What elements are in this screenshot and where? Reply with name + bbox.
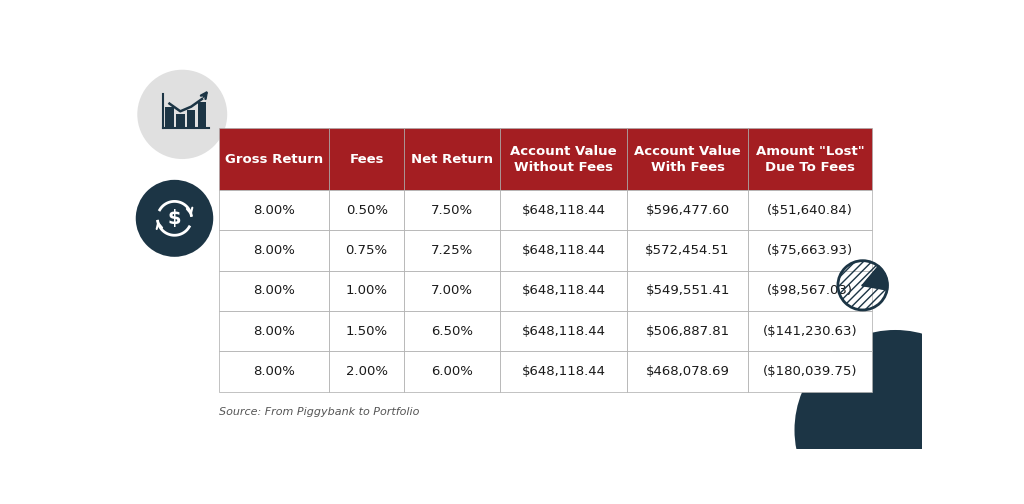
Text: 7.50%: 7.50% bbox=[431, 204, 473, 217]
Bar bbox=[403, 271, 500, 311]
Text: 7.25%: 7.25% bbox=[431, 244, 473, 257]
Bar bbox=[628, 128, 748, 190]
Bar bbox=[628, 190, 748, 230]
Text: 8.00%: 8.00% bbox=[254, 365, 295, 378]
Text: ($98,567.03): ($98,567.03) bbox=[767, 284, 853, 297]
Text: Fees: Fees bbox=[349, 153, 384, 165]
Text: 0.75%: 0.75% bbox=[345, 244, 388, 257]
Bar bbox=[187, 110, 196, 128]
Text: 2.00%: 2.00% bbox=[346, 365, 388, 378]
Bar bbox=[330, 190, 403, 230]
Text: 8.00%: 8.00% bbox=[254, 244, 295, 257]
Bar bbox=[403, 351, 500, 392]
Bar bbox=[748, 311, 872, 351]
Bar bbox=[403, 128, 500, 190]
Text: 6.50%: 6.50% bbox=[431, 325, 473, 338]
Bar bbox=[198, 102, 206, 128]
Bar bbox=[165, 107, 174, 128]
Text: $648,118.44: $648,118.44 bbox=[521, 325, 605, 338]
Text: Net Return: Net Return bbox=[411, 153, 493, 165]
Bar bbox=[219, 271, 330, 311]
Text: 6.00%: 6.00% bbox=[431, 365, 473, 378]
Text: $648,118.44: $648,118.44 bbox=[521, 244, 605, 257]
Bar bbox=[500, 311, 628, 351]
Text: ($141,230.63): ($141,230.63) bbox=[763, 325, 857, 338]
Text: $506,887.81: $506,887.81 bbox=[645, 325, 730, 338]
Bar bbox=[330, 351, 403, 392]
Bar bbox=[219, 351, 330, 392]
Text: Source: From Piggybank to Portfolio: Source: From Piggybank to Portfolio bbox=[219, 407, 420, 417]
Bar bbox=[330, 230, 403, 271]
Bar bbox=[219, 311, 330, 351]
Bar bbox=[500, 351, 628, 392]
Text: Account Value
Without Fees: Account Value Without Fees bbox=[510, 145, 616, 173]
Bar bbox=[403, 190, 500, 230]
Text: 8.00%: 8.00% bbox=[254, 284, 295, 297]
Text: $549,551.41: $549,551.41 bbox=[645, 284, 730, 297]
Text: Gross Return: Gross Return bbox=[225, 153, 324, 165]
Text: $648,118.44: $648,118.44 bbox=[521, 284, 605, 297]
Bar bbox=[176, 114, 184, 128]
Bar bbox=[628, 311, 748, 351]
Bar bbox=[628, 351, 748, 392]
Text: Account Value
With Fees: Account Value With Fees bbox=[634, 145, 741, 173]
Text: 0.50%: 0.50% bbox=[346, 204, 388, 217]
Wedge shape bbox=[862, 267, 888, 290]
Text: 1.50%: 1.50% bbox=[345, 325, 388, 338]
Bar bbox=[748, 271, 872, 311]
Bar bbox=[403, 311, 500, 351]
Text: ($180,039.75): ($180,039.75) bbox=[763, 365, 857, 378]
Bar bbox=[748, 128, 872, 190]
Bar bbox=[628, 271, 748, 311]
Bar bbox=[219, 230, 330, 271]
Bar bbox=[219, 190, 330, 230]
Bar bbox=[748, 351, 872, 392]
Text: $572,454.51: $572,454.51 bbox=[645, 244, 730, 257]
Bar bbox=[403, 230, 500, 271]
Bar bbox=[330, 311, 403, 351]
Bar bbox=[748, 230, 872, 271]
Bar bbox=[628, 230, 748, 271]
Bar bbox=[330, 128, 403, 190]
Circle shape bbox=[137, 70, 227, 159]
Text: $648,118.44: $648,118.44 bbox=[521, 204, 605, 217]
Text: ($51,640.84): ($51,640.84) bbox=[767, 204, 853, 217]
Text: 7.00%: 7.00% bbox=[431, 284, 473, 297]
Text: 1.00%: 1.00% bbox=[346, 284, 388, 297]
Bar bbox=[500, 190, 628, 230]
Circle shape bbox=[795, 330, 996, 504]
Text: $: $ bbox=[168, 209, 181, 228]
Bar bbox=[330, 271, 403, 311]
Text: ($75,663.93): ($75,663.93) bbox=[767, 244, 853, 257]
Bar bbox=[748, 190, 872, 230]
Text: $648,118.44: $648,118.44 bbox=[521, 365, 605, 378]
Circle shape bbox=[136, 180, 213, 257]
Bar bbox=[500, 230, 628, 271]
Text: Amount "Lost"
Due To Fees: Amount "Lost" Due To Fees bbox=[756, 145, 864, 173]
Bar bbox=[500, 128, 628, 190]
Text: $468,078.69: $468,078.69 bbox=[646, 365, 729, 378]
Text: 8.00%: 8.00% bbox=[254, 204, 295, 217]
Bar bbox=[500, 271, 628, 311]
Text: 8.00%: 8.00% bbox=[254, 325, 295, 338]
Bar bbox=[219, 128, 330, 190]
Text: $596,477.60: $596,477.60 bbox=[645, 204, 730, 217]
